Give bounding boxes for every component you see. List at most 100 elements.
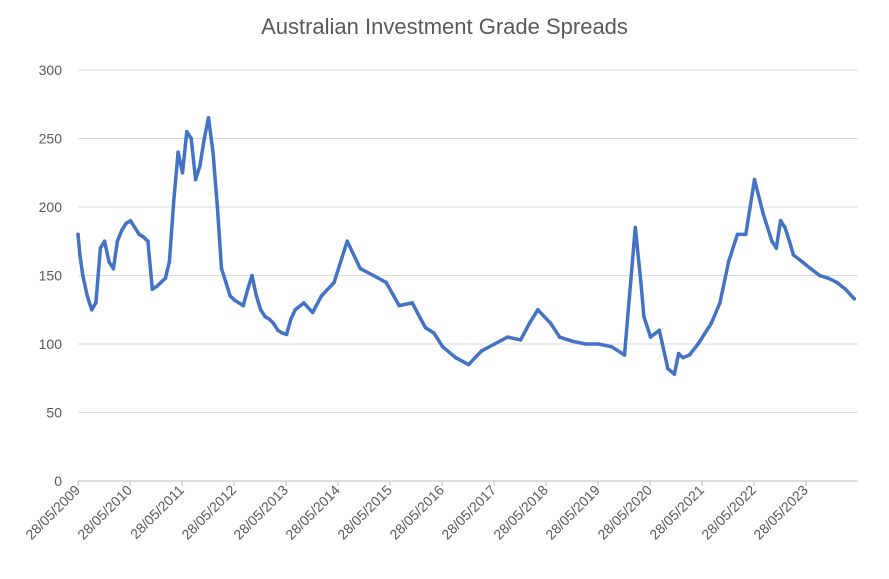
data-point: [672, 372, 677, 376]
data-point: [826, 276, 830, 281]
data-point: [570, 339, 575, 344]
data-point: [241, 303, 246, 308]
data-point: [289, 317, 293, 322]
data-point: [154, 284, 159, 289]
data-point: [189, 136, 193, 141]
data-point: [735, 232, 740, 237]
data-point: [128, 218, 133, 223]
data-point: [557, 335, 562, 339]
y-tick-label: 100: [39, 336, 63, 352]
series-layer: [76, 116, 856, 376]
data-point: [345, 239, 350, 243]
data-point: [800, 260, 804, 264]
data-point: [687, 353, 692, 357]
series-line-0: [76, 116, 856, 376]
data-point: [726, 260, 731, 264]
data-point: [133, 225, 137, 230]
data-point: [774, 246, 779, 250]
data-point: [224, 280, 228, 285]
data-point: [228, 294, 232, 298]
data-point: [432, 331, 436, 335]
data-point: [202, 136, 207, 141]
data-point: [466, 362, 471, 367]
x-tick-label: 28/05/2018: [490, 482, 551, 543]
data-point: [198, 164, 202, 168]
x-tick-label: 28/05/2015: [334, 482, 395, 543]
data-point: [505, 335, 510, 339]
data-point: [78, 253, 82, 257]
data-point: [250, 273, 254, 278]
data-point: [206, 116, 211, 120]
gridlines: [78, 69, 858, 482]
data-point: [111, 266, 116, 271]
data-point: [744, 232, 748, 237]
data-point: [332, 280, 336, 285]
data-point: [293, 308, 298, 312]
data-point: [163, 276, 168, 281]
data-point: [648, 335, 653, 339]
data-point: [267, 317, 272, 322]
x-tick-label: 28/05/2012: [178, 482, 239, 543]
x-tick-label: 28/05/2017: [438, 482, 499, 543]
data-point: [137, 232, 141, 237]
data-point: [817, 273, 822, 278]
data-point: [193, 177, 198, 182]
data-point: [791, 253, 796, 257]
data-point: [280, 331, 284, 335]
data-point: [633, 225, 638, 230]
x-tick-label: 28/05/2013: [230, 482, 291, 543]
data-point: [371, 273, 376, 278]
data-point: [549, 321, 553, 326]
data-point: [211, 150, 215, 154]
data-point: [761, 212, 765, 216]
y-tick-label: 0: [54, 473, 62, 489]
y-tick-label: 200: [39, 199, 63, 215]
data-point: [237, 301, 241, 305]
y-tick-label: 50: [46, 405, 62, 421]
x-tick-label: 28/05/2020: [594, 482, 655, 543]
data-point: [681, 355, 685, 360]
data-point: [622, 353, 627, 357]
data-point: [770, 239, 774, 243]
x-tick-label: 28/05/2014: [282, 482, 343, 543]
data-point: [185, 129, 189, 134]
data-point: [245, 287, 250, 292]
data-point: [167, 260, 172, 264]
data-point: [479, 349, 484, 353]
data-point: [778, 218, 783, 223]
data-point: [271, 321, 276, 326]
data-point: [358, 266, 363, 271]
data-point: [102, 239, 107, 243]
data-point: [709, 321, 713, 326]
data-point: [596, 342, 601, 346]
x-tick-label: 28/05/2011: [127, 482, 187, 542]
x-tick-label: 28/05/2023: [750, 482, 811, 543]
data-point: [310, 310, 315, 315]
data-point: [254, 294, 259, 298]
data-point: [492, 342, 497, 346]
data-point: [81, 273, 85, 278]
data-point: [835, 280, 839, 285]
x-tick-label: 28/05/2022: [698, 482, 759, 543]
x-tick-label: 28/05/2016: [386, 482, 447, 543]
data-point: [215, 205, 220, 209]
data-point: [527, 321, 532, 326]
data-point: [583, 342, 588, 346]
data-point: [397, 303, 402, 308]
data-point: [89, 308, 94, 312]
data-point: [159, 280, 163, 285]
data-point: [657, 328, 662, 333]
data-point: [453, 355, 458, 360]
data-point: [787, 239, 792, 243]
chart-title: Australian Investment Grade Spreads: [261, 14, 628, 39]
data-point: [120, 228, 124, 233]
data-point: [536, 308, 540, 312]
data-point: [258, 308, 263, 312]
data-point: [302, 301, 306, 305]
data-point: [609, 344, 614, 349]
data-point: [319, 294, 324, 298]
data-point: [124, 221, 128, 226]
data-point: [384, 280, 388, 285]
